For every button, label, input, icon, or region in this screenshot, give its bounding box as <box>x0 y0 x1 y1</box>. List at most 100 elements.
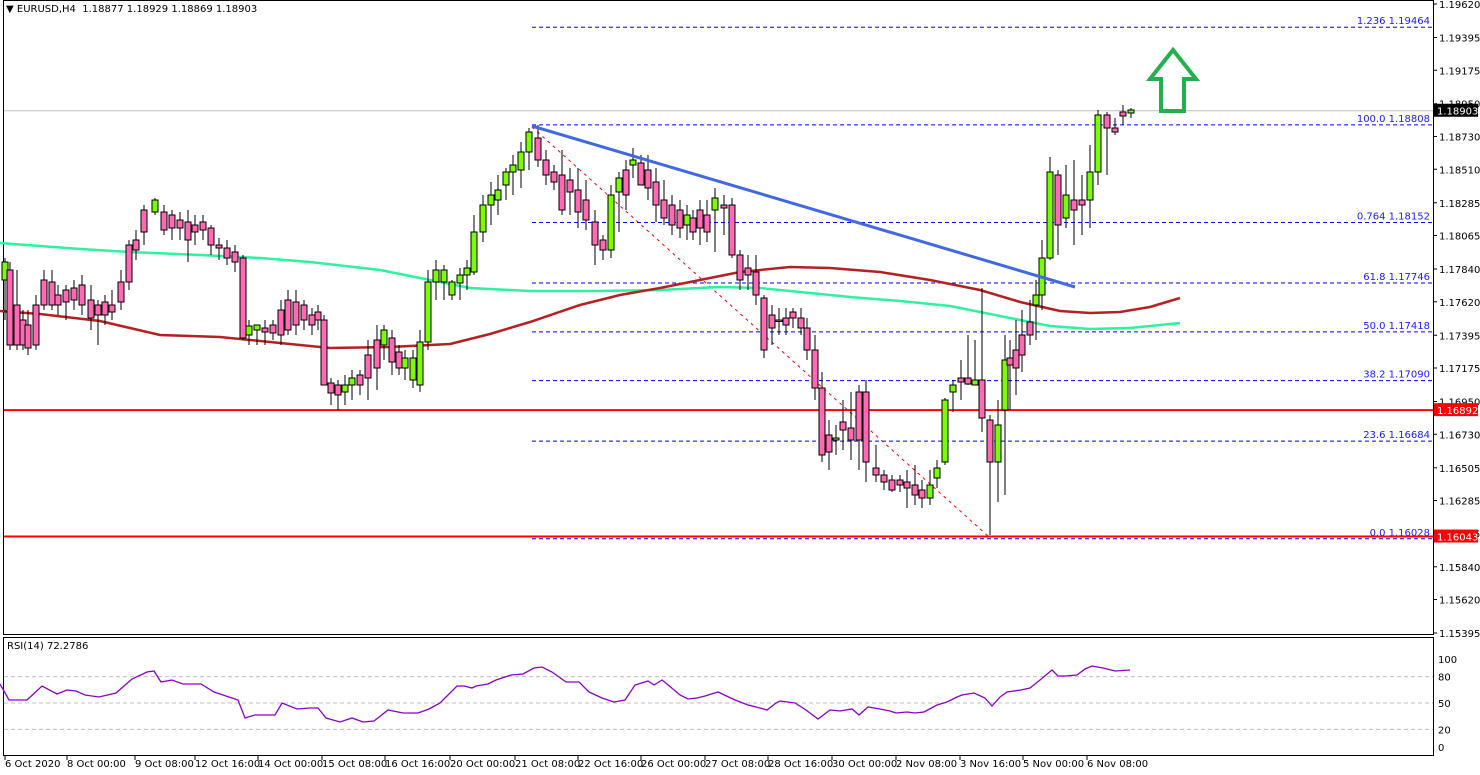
bear-candle <box>215 244 223 249</box>
bear-candle <box>1103 114 1111 129</box>
bear-candle <box>160 211 168 231</box>
bear-candle <box>736 254 744 281</box>
bear-candle <box>1070 199 1078 211</box>
bear-candle <box>752 271 760 296</box>
time-tick-label: 16 Oct 16:00 <box>385 759 450 770</box>
bear-candle <box>191 224 199 233</box>
bear-candle <box>676 209 684 229</box>
bull-candle <box>463 267 471 276</box>
time-tick-label: 27 Oct 08:00 <box>705 759 770 770</box>
bear-candle <box>599 239 607 251</box>
bull-candle <box>253 324 261 331</box>
bear-candle <box>395 351 403 369</box>
bull-candle <box>615 177 623 193</box>
bear-candle <box>207 227 215 246</box>
bear-candle <box>957 377 965 383</box>
bear-candle <box>1054 174 1062 226</box>
price-tick-label: 1.19395 <box>1439 33 1480 44</box>
bull-candle <box>949 384 957 393</box>
bear-candle <box>720 204 728 209</box>
bear-candle <box>184 221 192 241</box>
svg-text:1.16892: 1.16892 <box>1437 406 1478 417</box>
bear-candle <box>855 391 863 441</box>
bull-candle <box>456 274 464 284</box>
bull-candle <box>1127 109 1135 114</box>
rsi-tick-label: 20 <box>1438 725 1451 736</box>
bear-candle <box>125 244 133 283</box>
up-arrow-icon <box>1145 46 1201 113</box>
symbol-label: EURUSD,H4 <box>16 4 76 15</box>
current-price-tag <box>1434 103 1478 117</box>
fibonacci-levels[interactable]: 1.236 1.19464 100.0 1.18808 0.764 1.18152 6… <box>532 16 1433 540</box>
bear-candle <box>1026 321 1034 336</box>
bear-candle <box>1006 357 1014 366</box>
bear-candle <box>574 189 582 213</box>
bear-candle <box>13 304 21 346</box>
bear-candle <box>703 214 711 233</box>
bear-candle <box>811 349 819 389</box>
bear-candle <box>964 377 972 385</box>
bear-candle <box>117 281 125 303</box>
support-lines[interactable] <box>4 409 1433 538</box>
bear-candle <box>6 269 14 346</box>
bear-candle <box>308 314 316 326</box>
bull-candle <box>994 424 1002 463</box>
rsi-levels: 100 80 50 20 0 <box>4 655 1457 754</box>
bear-candle <box>818 387 826 456</box>
bear-candle <box>132 239 140 251</box>
price-tick-label: 1.19620 <box>1439 0 1480 11</box>
bear-candle <box>314 311 322 321</box>
time-tick-label: 9 Oct 08:00 <box>135 759 194 770</box>
bear-candle <box>888 479 896 491</box>
bear-candle <box>862 391 870 463</box>
bear-candle <box>1018 334 1026 356</box>
bull-candle <box>470 231 478 273</box>
bear-candle <box>62 289 70 303</box>
bear-candle <box>388 337 396 363</box>
triangle-down-icon[interactable]: ▼ <box>6 4 14 15</box>
bull-candle <box>448 281 456 296</box>
chart-title[interactable]: ▼ EURUSD,H4 1.18877 1.18929 1.18869 1.18… <box>6 4 257 15</box>
bear-candle <box>880 474 888 483</box>
ohlc-values: 1.18877 1.18929 1.18869 1.18903 <box>82 4 258 15</box>
price-axis: 1.196201.193951.191751.189501.187301.185… <box>1433 0 1480 640</box>
rsi-line <box>0 665 1131 723</box>
main-pane-frame <box>3 0 1434 635</box>
fib-level-label: 1.236 1.19464 <box>1357 16 1430 27</box>
moving-average-fast <box>0 241 1181 331</box>
time-tick-label: 3 Nov 16:00 <box>960 759 1021 770</box>
bear-candle <box>1012 349 1020 369</box>
bull-candle <box>1046 171 1054 259</box>
bull-candle <box>711 197 719 211</box>
bear-candle <box>320 319 328 386</box>
bear-candle <box>782 317 790 326</box>
support-price-tag <box>1434 529 1478 543</box>
bull-candle <box>341 384 349 393</box>
bearish-trendline[interactable] <box>531 124 1076 289</box>
bear-candle <box>176 219 184 229</box>
bear-candle <box>94 304 102 316</box>
bull-candle <box>416 341 424 386</box>
support-price-tag <box>1434 403 1478 417</box>
bear-candle <box>277 309 285 336</box>
bear-candle <box>101 301 109 316</box>
bear-candle <box>797 317 805 329</box>
bull-candle <box>1086 171 1094 201</box>
bear-candle <box>300 304 308 321</box>
bear-candle <box>872 467 880 476</box>
bear-candle <box>54 294 62 306</box>
time-tick-label: 6 Nov 08:00 <box>1087 759 1148 770</box>
bull-candle <box>440 269 448 283</box>
time-tick-label: 5 Nov 00:00 <box>1023 759 1084 770</box>
bear-candle <box>911 484 919 496</box>
bear-candle <box>622 169 630 196</box>
rsi-tick-label: 80 <box>1438 673 1451 684</box>
bull-candle <box>933 467 941 479</box>
bear-candle <box>199 221 207 231</box>
fib-level-label: 0.764 1.18152 <box>1357 212 1430 223</box>
bull-candle <box>1001 359 1009 411</box>
bear-candle <box>768 314 776 329</box>
bear-candle <box>261 327 269 333</box>
bear-candle <box>918 489 926 499</box>
